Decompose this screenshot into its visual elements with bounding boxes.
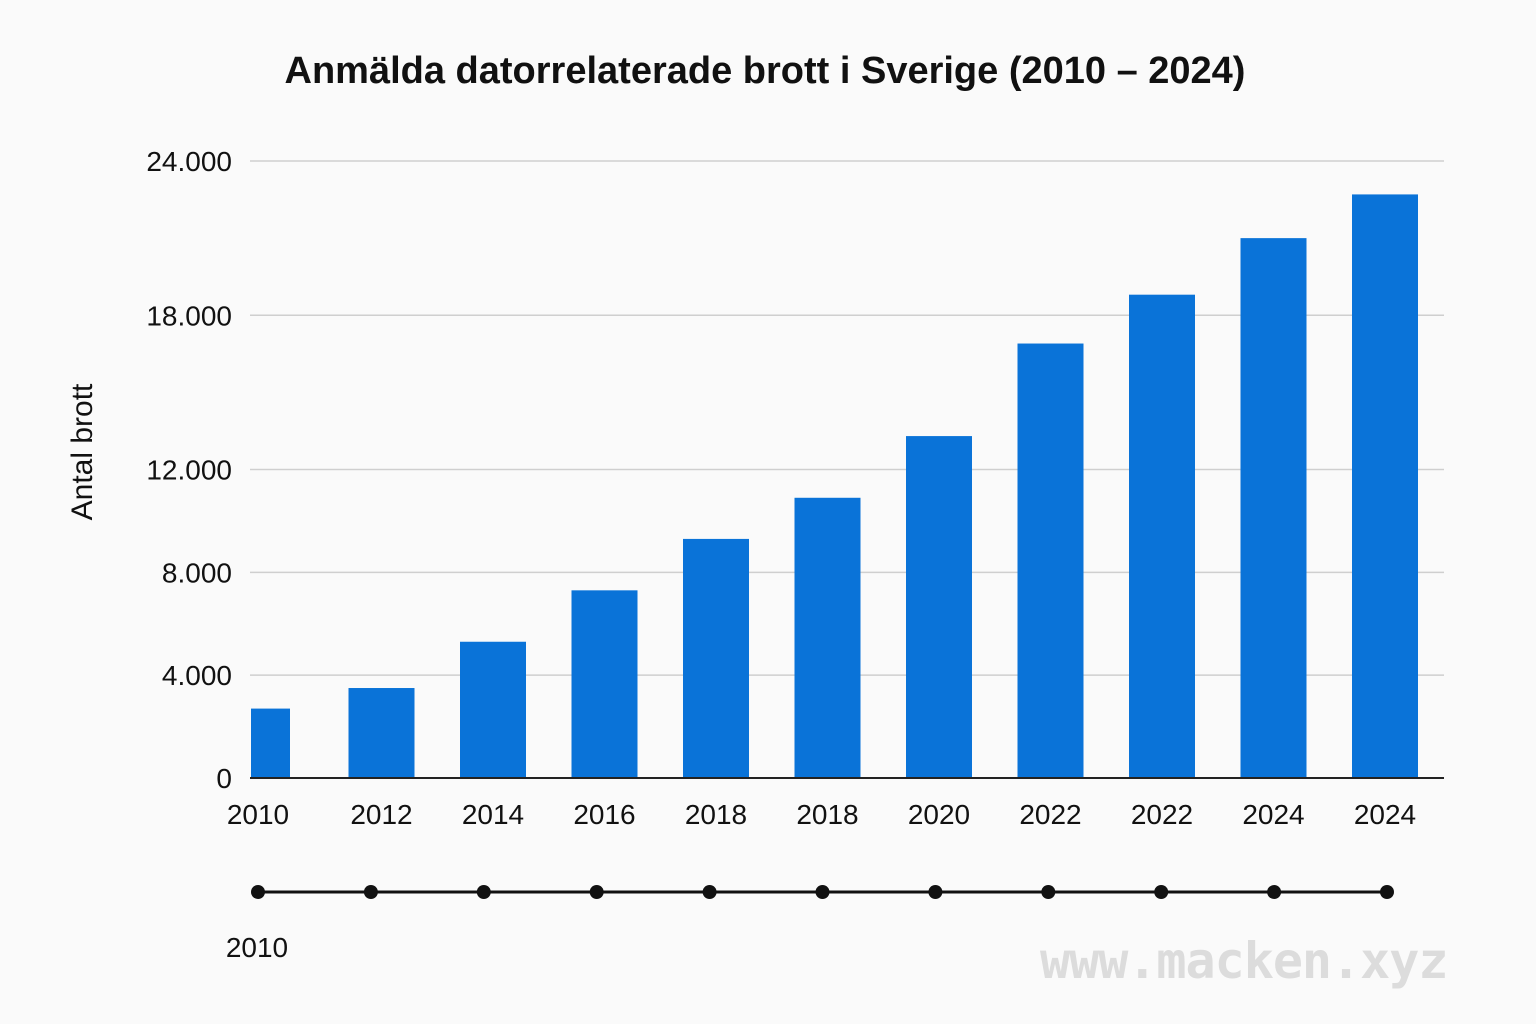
x-tick-label: 2012	[350, 799, 412, 830]
bar	[1240, 238, 1307, 778]
x-tick-label: 2022	[1019, 799, 1081, 830]
bar	[906, 436, 972, 778]
x-tick-label: 2018	[796, 799, 858, 830]
bar	[1017, 343, 1084, 778]
bar	[571, 590, 638, 778]
watermark: www.macken.xyz	[1040, 932, 1448, 990]
y-axis-label: Antal brott	[66, 383, 99, 520]
timeline-dot	[1041, 885, 1056, 899]
timeline-start-label: 2010	[226, 932, 288, 963]
bar	[1129, 294, 1195, 778]
timeline-dot	[928, 885, 943, 899]
bar	[251, 708, 290, 778]
x-tick-label: 2010	[227, 799, 289, 830]
y-tick-labels: 0 4.000 8.000 12.000 18.000 24.000	[146, 146, 232, 794]
bar	[460, 641, 526, 778]
x-tick-label: 2016	[573, 799, 635, 830]
timeline-dot	[251, 885, 265, 899]
timeline-dot	[702, 885, 717, 899]
x-tick-label: 2022	[1131, 799, 1193, 830]
timeline: 2010	[226, 885, 1394, 963]
x-tick-label: 2020	[908, 799, 970, 830]
y-tick-label: 0	[216, 763, 232, 794]
y-tick-label: 18.000	[146, 300, 232, 331]
y-tick-label: 24.000	[146, 146, 232, 177]
y-tick-label: 4.000	[162, 660, 232, 691]
x-tick-label: 2024	[1242, 799, 1304, 830]
chart-title: Anmälda datorrelaterade brott i Sverige …	[284, 50, 1246, 92]
bars	[251, 194, 1418, 778]
timeline-dots	[251, 885, 1394, 899]
bar	[794, 497, 861, 778]
bar	[348, 688, 415, 778]
timeline-dot	[1267, 885, 1282, 899]
x-tick-label: 2024	[1354, 799, 1416, 830]
timeline-dot	[589, 885, 604, 899]
x-tick-label: 2014	[462, 799, 524, 830]
bar	[683, 538, 749, 778]
timeline-dot	[1380, 885, 1394, 899]
y-tick-label: 8.000	[162, 557, 232, 588]
timeline-dot	[476, 885, 491, 899]
timeline-dot	[363, 885, 378, 899]
x-tick-label: 2018	[685, 799, 747, 830]
timeline-dot	[1154, 885, 1169, 899]
y-tick-label: 12.000	[146, 455, 232, 486]
bar	[1352, 194, 1418, 778]
timeline-dot	[815, 885, 830, 899]
x-tick-labels: 2010 2012 2014 2016 2018 2018 2020 2022 2022 2024…	[227, 799, 1416, 830]
